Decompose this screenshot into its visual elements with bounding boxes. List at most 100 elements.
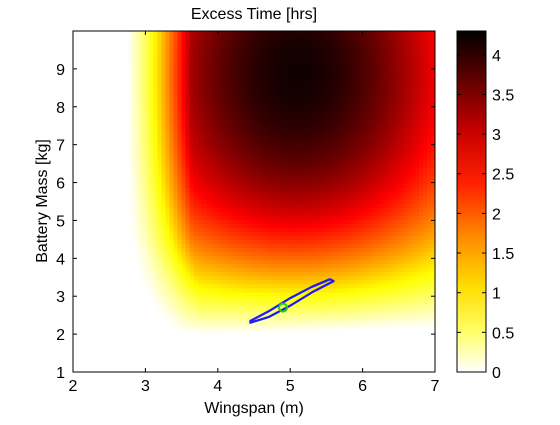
heatmap-cell	[350, 227, 356, 233]
heatmap-cell	[342, 311, 348, 317]
heatmap-cell	[358, 259, 364, 265]
heatmap-cell	[310, 31, 315, 36]
heatmap-cell	[290, 43, 295, 48]
heatmap-cell	[282, 75, 287, 80]
heatmap-cell	[145, 279, 151, 285]
heatmap-cell	[270, 247, 275, 253]
heatmap-cell	[378, 231, 384, 237]
heatmap-cell	[322, 207, 327, 213]
heatmap-cell	[282, 135, 287, 140]
heatmap-cell	[209, 163, 215, 168]
heatmap-cell	[262, 39, 267, 44]
heatmap-cell	[366, 31, 372, 36]
heatmap-cell	[278, 283, 283, 289]
heatmap-cell	[205, 119, 211, 124]
heatmap-cell	[169, 279, 175, 285]
heatmap-cell	[153, 135, 159, 140]
heatmap-cell	[318, 283, 323, 289]
heatmap-cell	[157, 255, 163, 261]
heatmap-cell	[362, 91, 368, 96]
heatmap-cell	[374, 87, 380, 92]
heatmap-cell	[302, 211, 307, 217]
heatmap-cell	[205, 155, 211, 160]
heatmap-cell	[189, 167, 195, 173]
heatmap-cell	[290, 119, 295, 124]
heatmap-cell	[318, 259, 323, 265]
heatmap-cell	[262, 159, 267, 164]
heatmap-cell	[310, 291, 315, 297]
heatmap-cell	[274, 115, 279, 120]
heatmap-cell	[342, 43, 348, 48]
heatmap-cell	[370, 47, 376, 52]
heatmap-cell	[201, 87, 207, 92]
heatmap-cell	[366, 103, 372, 108]
heatmap-cell	[137, 159, 142, 164]
heatmap-cell	[213, 131, 219, 136]
heatmap-cell	[346, 203, 352, 209]
heatmap-cell	[225, 219, 231, 225]
heatmap-cell	[149, 127, 155, 132]
heatmap-cell	[145, 75, 151, 80]
heatmap-cell	[362, 319, 368, 325]
heatmap-cell	[165, 207, 171, 213]
heatmap-cell	[322, 31, 327, 36]
heatmap-cell	[233, 239, 239, 245]
heatmap-cell	[133, 111, 138, 116]
heatmap-cell	[241, 83, 247, 88]
heatmap-cell	[274, 327, 279, 333]
heatmap-cell	[298, 183, 303, 189]
heatmap-cell	[137, 247, 142, 253]
heatmap-cell	[362, 139, 368, 144]
heatmap-cell	[173, 47, 179, 52]
heatmap-cell	[338, 99, 344, 104]
heatmap-cell	[346, 283, 352, 289]
heatmap-cell	[318, 87, 323, 92]
heatmap-cell	[318, 303, 323, 309]
heatmap-cell	[286, 243, 291, 249]
heatmap-cell	[354, 115, 360, 120]
heatmap-cell	[282, 207, 287, 213]
heatmap-cell	[270, 91, 275, 96]
heatmap-cell	[181, 323, 187, 329]
heatmap-cell	[322, 179, 327, 185]
heatmap-cell	[173, 75, 179, 80]
heatmap-cell	[177, 259, 183, 265]
heatmap-cell	[225, 207, 231, 213]
heatmap-cell	[213, 271, 219, 277]
heatmap-cell	[241, 175, 247, 181]
heatmap-cell	[254, 271, 259, 277]
heatmap-cell	[338, 203, 344, 209]
heatmap-cell	[245, 59, 251, 64]
heatmap-cell	[318, 223, 323, 229]
heatmap-cell	[386, 83, 392, 88]
heatmap-cell	[358, 83, 364, 88]
heatmap-cell	[346, 219, 352, 225]
heatmap-cell	[286, 67, 291, 72]
heatmap-cell	[270, 279, 275, 285]
heatmap-cell	[342, 123, 348, 128]
heatmap-cell	[177, 219, 183, 225]
heatmap-cell	[241, 51, 247, 56]
heatmap-cell	[189, 267, 195, 273]
heatmap-cell	[189, 207, 195, 213]
heatmap-cell	[318, 311, 323, 317]
heatmap-cell	[382, 187, 388, 193]
heatmap-cell	[141, 55, 146, 60]
heatmap-cell	[185, 167, 191, 173]
heatmap-cell	[225, 323, 231, 329]
heatmap-cell	[318, 131, 323, 136]
heatmap-cell	[318, 247, 323, 253]
heatmap-cell	[213, 215, 219, 221]
heatmap-cell	[266, 227, 271, 233]
heatmap-cell	[362, 219, 368, 225]
heatmap-cell	[318, 55, 323, 60]
heatmap-cell	[342, 239, 348, 245]
heatmap-cell	[374, 39, 380, 44]
heatmap-cell	[278, 215, 283, 221]
heatmap-cell	[310, 323, 315, 329]
heatmap-cell	[229, 167, 235, 173]
heatmap-cell	[350, 183, 356, 189]
heatmap-cell	[258, 31, 263, 36]
heatmap-cell	[278, 139, 283, 144]
heatmap-cell	[338, 279, 344, 285]
